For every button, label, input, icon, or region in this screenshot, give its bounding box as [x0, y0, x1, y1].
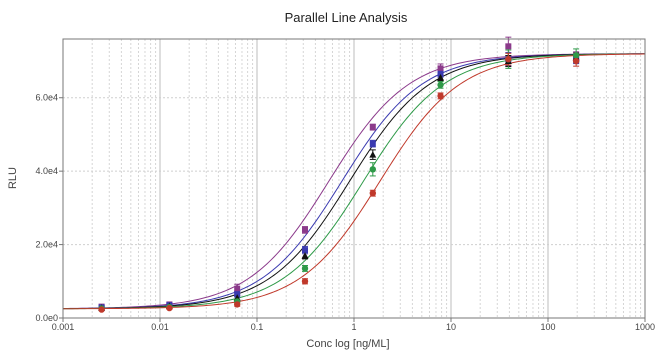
data-point [505, 55, 512, 63]
data-point [166, 304, 173, 312]
data-point [505, 43, 512, 50]
y-tick-label: 6.0e4 [35, 93, 58, 103]
data-point [302, 247, 309, 254]
data-point [369, 189, 377, 197]
data-point [234, 291, 241, 298]
x-tick-label: 0.01 [151, 322, 169, 332]
fit-curves [62, 53, 646, 310]
data-point [437, 81, 444, 89]
data-point [437, 74, 445, 81]
chart-title: Parallel Line Analysis [285, 10, 408, 25]
data-point [301, 252, 309, 259]
x-tick-label: 0.001 [52, 322, 75, 332]
x-tick-label: 0.1 [251, 322, 264, 332]
data-point [234, 285, 241, 292]
x-axis-label: Conc log [ng/ML] [306, 338, 389, 350]
fit-curve [62, 53, 646, 310]
x-axis-ticks: 0.001 0.01 0.1 1 10 100 1000 [52, 318, 655, 332]
y-tick-label: 0.0e0 [35, 313, 58, 323]
y-axis-label: RLU [7, 167, 19, 189]
data-point [369, 140, 376, 147]
x-tick-label: 100 [540, 322, 555, 332]
data-point [369, 151, 377, 158]
data-point [369, 166, 377, 173]
data-point [302, 226, 309, 233]
grid [62, 39, 645, 319]
data-point [369, 124, 376, 131]
fit-curve [62, 53, 646, 310]
fit-curve [62, 53, 646, 310]
x-tick-label: 10 [446, 322, 456, 332]
data-point [572, 52, 580, 59]
data-point [98, 306, 105, 313]
data-point [437, 92, 444, 100]
y-tick-label: 4.0e4 [35, 166, 58, 176]
y-axis-ticks: 0.0e0 2.0e4 4.0e4 6.0e4 [35, 93, 63, 323]
data-point [437, 65, 444, 72]
data-point [301, 265, 309, 272]
error-bars [98, 36, 580, 312]
data-point [301, 278, 309, 285]
data-point [234, 301, 241, 308]
y-tick-label: 2.0e4 [35, 240, 58, 250]
data-point [572, 57, 580, 65]
data-point [437, 70, 444, 77]
x-tick-label: 1 [351, 322, 356, 332]
x-tick-label: 1000 [635, 322, 655, 332]
data-points [98, 43, 580, 313]
